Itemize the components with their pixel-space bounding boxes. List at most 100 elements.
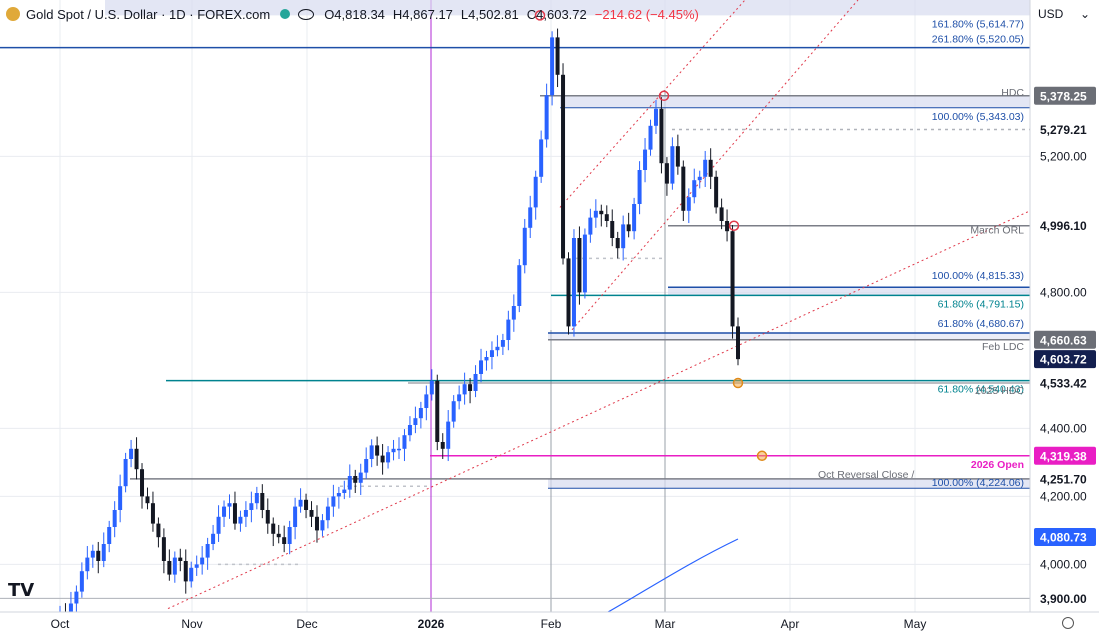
zone-4680: [548, 332, 1030, 340]
tradingview-logo[interactable]: TV: [8, 580, 35, 601]
candle-body: [156, 523, 161, 538]
pivot-marker-2: [728, 220, 740, 231]
candle-body: [686, 197, 691, 211]
candle: [320, 514, 325, 537]
gear-icon[interactable]: [1062, 617, 1074, 629]
candle-body: [484, 357, 489, 361]
candle-body: [593, 210, 598, 218]
candle-body: [681, 166, 686, 211]
y-tick-label: 4,400.00: [1040, 421, 1087, 435]
candle: [571, 229, 576, 337]
y-tick-label: 4,800.00: [1040, 285, 1087, 299]
candle: [90, 544, 95, 568]
candle-body: [610, 221, 615, 238]
candle-body: [604, 214, 609, 221]
candle-body: [74, 591, 79, 604]
candle: [451, 395, 456, 428]
candle: [156, 517, 161, 548]
candle: [74, 585, 79, 616]
candle: [282, 525, 287, 553]
candle-body: [325, 506, 330, 521]
candle: [101, 532, 106, 568]
currency-selector[interactable]: USD ⌄: [1034, 3, 1094, 25]
candle-body: [725, 221, 730, 232]
candle-body: [298, 499, 303, 507]
zone-161: [105, 0, 1030, 16]
level-annotation: Feb LDC: [982, 341, 1024, 353]
candle: [123, 452, 128, 493]
candle: [621, 215, 626, 261]
support-marker: [732, 377, 744, 389]
candle-body: [205, 544, 210, 558]
chart-header: Gold Spot / U.S. Dollar · 1D · FOREX.com…: [0, 0, 699, 28]
candle: [145, 487, 150, 510]
horizontal-levels: [0, 46, 1030, 599]
price-label-box: [1034, 330, 1096, 349]
level-annotation: 61.80% (4,791.15): [938, 298, 1024, 310]
candle: [249, 491, 254, 523]
candle-body: [380, 455, 385, 463]
candle-body: [265, 510, 270, 524]
candle-body: [353, 476, 358, 483]
candle: [435, 374, 440, 451]
candle-body: [462, 384, 467, 395]
candle-body: [522, 227, 527, 266]
candle-body: [90, 550, 95, 558]
candle: [293, 497, 298, 540]
candle-body: [582, 234, 587, 293]
candle: [418, 401, 423, 429]
candle-body: [495, 346, 500, 351]
price-label-box: [1034, 446, 1096, 465]
candle-body: [489, 350, 494, 357]
candle: [96, 541, 101, 574]
candle: [730, 225, 735, 339]
candle: [243, 501, 248, 527]
candle-body: [260, 493, 265, 510]
candle-body: [407, 425, 412, 436]
candle: [670, 137, 675, 190]
candle: [211, 524, 216, 551]
candle-body: [692, 180, 697, 198]
candle-body: [566, 258, 571, 327]
level-annotation: 161.80% (5,614.77): [932, 18, 1024, 30]
candle-body: [703, 159, 708, 177]
candle-body: [730, 231, 735, 327]
candle-body: [550, 37, 555, 96]
time-axis[interactable]: Oct Nov Dec 2026 Feb Mar Apr May: [0, 611, 1099, 633]
candle-body: [561, 74, 566, 259]
candle-body: [276, 533, 281, 538]
candle: [479, 348, 484, 383]
price-label: 4,660.63: [1040, 333, 1087, 347]
candle: [446, 410, 451, 462]
candle-body: [511, 306, 516, 320]
x-tick-label: Apr: [781, 617, 800, 631]
candle: [194, 555, 199, 576]
candle: [397, 437, 401, 459]
candle: [364, 447, 369, 479]
price-label-box: [1034, 589, 1096, 608]
price-label-box: [1034, 527, 1096, 546]
candle: [402, 429, 407, 462]
candle: [129, 439, 134, 468]
price-axis[interactable]: 4,000.00 4,200.00 4,400.00 4,800.00 5,200.00…: [1029, 0, 1099, 612]
eye-icon[interactable]: [298, 8, 315, 20]
x-tick-label: Dec: [296, 617, 317, 631]
open-marker: [756, 450, 768, 462]
candle-body: [539, 139, 544, 177]
candle-body: [533, 176, 538, 208]
price-label-box: [1034, 350, 1096, 369]
price-label-box: [1034, 120, 1096, 139]
candle: [653, 99, 658, 134]
zone-hdc: [560, 95, 1030, 108]
candle-body: [189, 567, 194, 582]
candle: [736, 317, 740, 366]
symbol-title[interactable]: Gold Spot / U.S. Dollar · 1D · FOREX.com: [26, 6, 271, 22]
level-annotation: Oct Reversal Close /: [818, 469, 914, 481]
ohlc-close: C4,603.72: [526, 6, 587, 22]
candle: [725, 209, 730, 242]
candle: [522, 218, 527, 274]
markers: [534, 10, 768, 462]
candle-body: [309, 510, 314, 517]
candle-body: [468, 384, 473, 391]
